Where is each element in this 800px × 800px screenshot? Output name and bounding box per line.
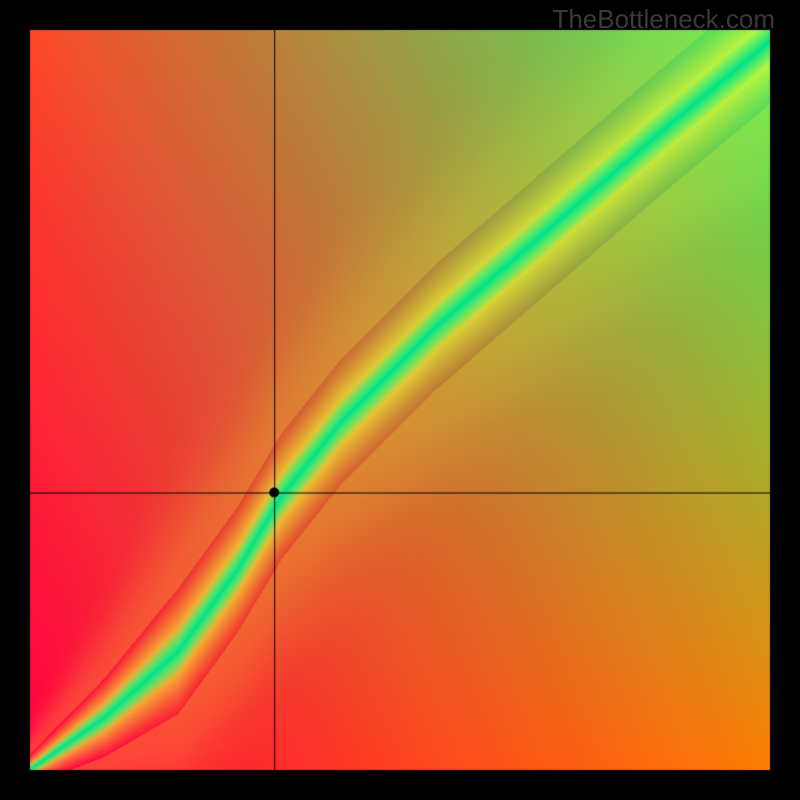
watermark-text: TheBottleneck.com	[552, 4, 775, 35]
heatmap-canvas	[0, 0, 800, 800]
chart-frame: TheBottleneck.com	[0, 0, 800, 800]
